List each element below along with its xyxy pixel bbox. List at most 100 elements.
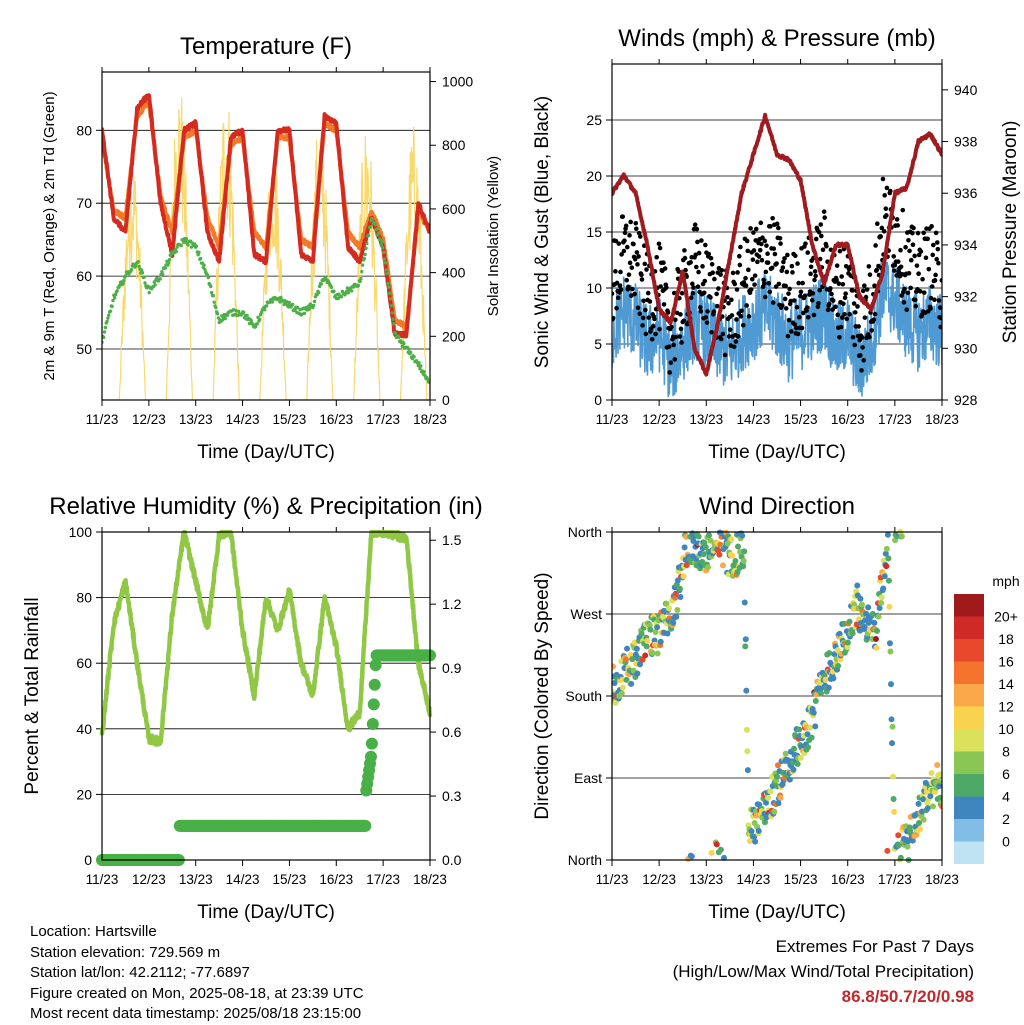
colorbar-label: 16 — [998, 654, 1014, 670]
gust-point — [619, 252, 624, 257]
gust-point — [705, 309, 710, 314]
direction-point — [670, 619, 677, 626]
gust-point — [623, 223, 629, 229]
gust-point — [671, 342, 676, 348]
gust-point — [751, 248, 757, 253]
gust-point — [837, 248, 843, 254]
gust-point — [843, 263, 849, 269]
direction-point — [743, 687, 750, 694]
direction-point — [786, 776, 793, 783]
direction-point — [774, 762, 781, 769]
gust-point — [842, 311, 847, 317]
gust-point — [628, 219, 633, 225]
gust-point — [718, 272, 723, 277]
panel-2: Winds (mph) & Pressure (mb) Time (Day/UTC… — [532, 25, 1021, 463]
gust-point — [867, 334, 872, 340]
direction-point — [871, 619, 878, 626]
direction-point — [708, 849, 715, 856]
direction-point — [624, 645, 631, 652]
dewpoint-point — [111, 298, 115, 303]
gust-point — [802, 293, 808, 299]
gust-point — [910, 230, 915, 236]
colorbar-swatch — [954, 616, 984, 639]
plot-area-4 — [612, 529, 942, 863]
gust-point — [901, 300, 907, 305]
gust-point — [902, 286, 907, 292]
dewpoint-point — [386, 281, 390, 286]
colorbar-swatch — [954, 684, 984, 707]
dewpoint-point — [382, 257, 387, 261]
precip-point — [364, 750, 377, 763]
dewpoint-point — [108, 309, 113, 313]
y2-axis-label-1: Solar Insolation (Yellow) — [485, 156, 502, 316]
y-tick-label: 60 — [76, 655, 92, 671]
plot-area-2 — [612, 112, 942, 398]
gust-point — [861, 357, 867, 363]
gust-point — [792, 322, 798, 327]
dewpoint-point — [419, 364, 423, 368]
dewpoint-point — [129, 268, 134, 272]
dewpoint-point — [387, 285, 391, 289]
chart-title-2: Winds (mph) & Pressure (mb) — [618, 25, 935, 52]
direction-point — [719, 562, 726, 569]
direction-point — [638, 630, 645, 637]
direction-point — [743, 726, 750, 733]
gust-point — [725, 294, 730, 300]
gust-point — [798, 293, 803, 299]
gust-point — [650, 323, 656, 329]
dewpoint-point — [105, 319, 109, 324]
gust-point — [744, 303, 749, 308]
x-tick-label: 11/23 — [86, 412, 119, 427]
timestamp-text: Most recent data timestamp: 2025/08/18 2… — [30, 1005, 362, 1022]
direction-point — [649, 649, 656, 656]
gust-point — [800, 310, 806, 316]
direction-point — [740, 563, 747, 570]
colorbar-swatch — [954, 594, 984, 617]
gust-point — [695, 284, 701, 290]
gust-point — [838, 324, 844, 330]
gust-point — [682, 248, 687, 253]
x-tick-label: 14/23 — [737, 412, 771, 427]
gust-point — [618, 269, 623, 275]
direction-point — [854, 582, 861, 589]
gust-point — [835, 312, 841, 318]
gust-point — [729, 297, 734, 303]
gust-point — [782, 296, 788, 302]
gust-point — [937, 305, 942, 310]
gust-point — [839, 315, 845, 320]
precip-point — [366, 717, 379, 730]
gust-point — [828, 286, 833, 291]
gust-point — [643, 331, 649, 337]
gust-point — [859, 368, 864, 373]
dewpoint-point — [388, 297, 393, 301]
colorbar-swatch — [954, 661, 984, 684]
gust-point — [641, 298, 646, 304]
dewpoint-point — [161, 272, 165, 277]
dewpoint-point — [189, 245, 194, 249]
gust-point — [786, 317, 792, 323]
gust-point — [783, 283, 788, 289]
gust-point — [690, 291, 696, 296]
gust-point — [777, 235, 783, 241]
direction-point — [796, 726, 803, 733]
x-tick-label: 17/23 — [878, 872, 912, 887]
direction-point — [702, 544, 709, 551]
gust-point — [932, 278, 938, 283]
x-tick-label: 13/23 — [179, 872, 213, 887]
gust-point — [834, 277, 839, 283]
gust-point — [654, 254, 659, 260]
y2-tick-label: 940 — [954, 82, 978, 98]
gust-point — [915, 230, 921, 236]
direction-point — [777, 794, 784, 801]
x-tick-label: 15/23 — [273, 412, 307, 427]
series-rh — [99, 530, 433, 747]
gust-point — [637, 311, 643, 317]
dewpoint-point — [106, 316, 110, 320]
x-tick-label: 16/23 — [831, 872, 865, 887]
direction-point — [886, 640, 893, 647]
gust-point — [918, 289, 923, 294]
gust-point — [855, 304, 860, 309]
direction-point — [673, 613, 680, 620]
gust-point — [720, 314, 725, 319]
dewpoint-point — [364, 246, 368, 250]
